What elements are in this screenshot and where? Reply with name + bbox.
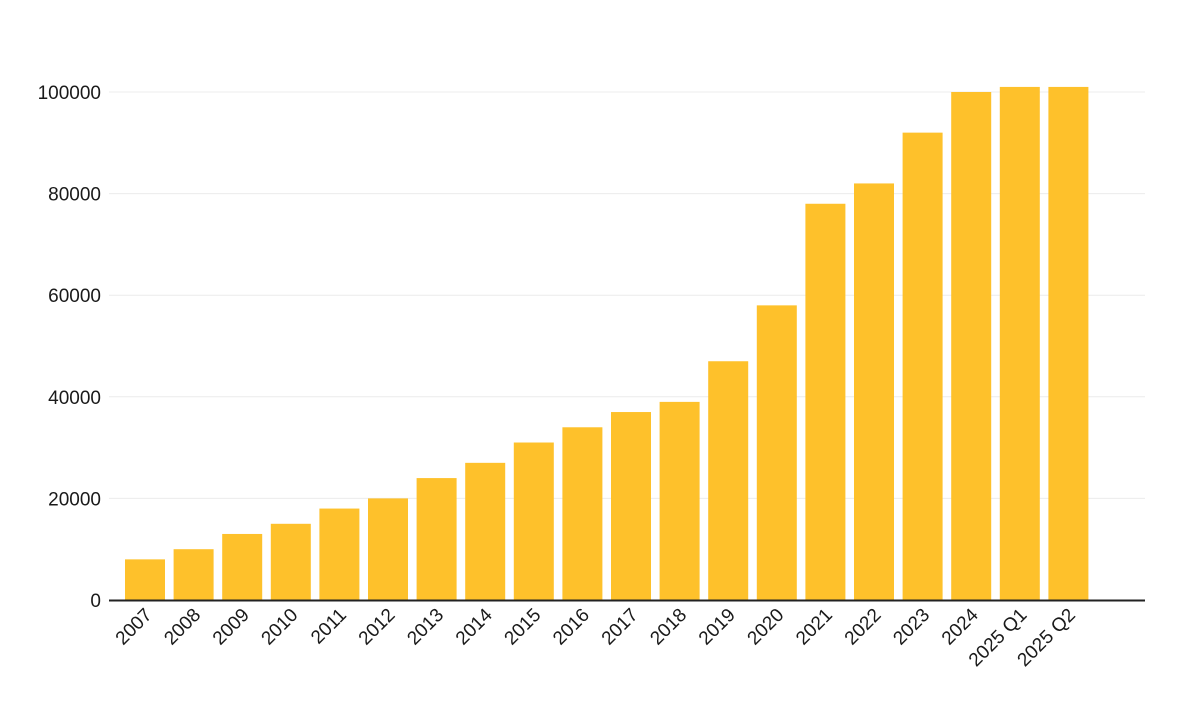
bar bbox=[1048, 86, 1089, 601]
x-tick-label: 2021 bbox=[792, 605, 837, 650]
bar bbox=[465, 462, 506, 600]
y-tick-label: 60000 bbox=[48, 286, 101, 307]
bar bbox=[319, 508, 360, 600]
bar bbox=[902, 132, 943, 600]
x-tick-label: 2010 bbox=[258, 605, 303, 650]
x-tick-label: 2008 bbox=[160, 605, 205, 650]
bar bbox=[125, 559, 165, 600]
x-tick-label: 2009 bbox=[209, 605, 254, 650]
y-tick-label: 20000 bbox=[48, 489, 101, 510]
bar bbox=[854, 183, 894, 600]
x-tick-label: 2011 bbox=[307, 605, 351, 649]
bar bbox=[951, 92, 992, 600]
bar bbox=[173, 549, 214, 600]
x-tick-label: 2023 bbox=[889, 605, 934, 650]
x-tick-label: 2017 bbox=[598, 605, 643, 650]
x-axis-tick-labels: 2007 2008 2009 2010 2011 2012 2013 2014 2015 2016… bbox=[112, 604, 1080, 671]
y-tick-label: 120000 bbox=[38, 0, 101, 2]
bars bbox=[125, 86, 1089, 601]
bar bbox=[562, 427, 603, 600]
bar bbox=[756, 305, 797, 600]
x-tick-label: 2012 bbox=[355, 605, 400, 650]
bar bbox=[270, 523, 311, 600]
bar bbox=[513, 442, 554, 600]
bar bbox=[611, 412, 651, 600]
bar bbox=[222, 533, 263, 600]
bar bbox=[416, 478, 457, 600]
x-tick-label: 2016 bbox=[549, 605, 594, 650]
y-tick-label: 40000 bbox=[48, 388, 101, 409]
x-tick-label: 2007 bbox=[112, 605, 157, 650]
y-tick-label: 100000 bbox=[38, 83, 101, 104]
bar bbox=[999, 86, 1040, 601]
bar bbox=[659, 401, 700, 600]
x-tick-label: 2014 bbox=[452, 604, 497, 649]
bar bbox=[368, 498, 408, 600]
bar bbox=[805, 203, 846, 600]
x-tick-label: 2022 bbox=[841, 605, 886, 650]
x-tick-label: 2013 bbox=[403, 605, 448, 650]
x-tick-label: 2024 bbox=[938, 604, 983, 649]
y-axis-tick-labels: 0 20000 40000 60000 80000 100000 120000 bbox=[38, 0, 101, 612]
x-tick-label: 2018 bbox=[646, 605, 691, 650]
y-tick-label: 0 bbox=[90, 591, 101, 612]
x-tick-label: 2019 bbox=[695, 605, 740, 650]
bar bbox=[708, 361, 749, 600]
x-tick-label: 2020 bbox=[744, 605, 789, 650]
y-tick-label: 80000 bbox=[48, 185, 101, 206]
x-tick-label: 2015 bbox=[501, 605, 546, 650]
